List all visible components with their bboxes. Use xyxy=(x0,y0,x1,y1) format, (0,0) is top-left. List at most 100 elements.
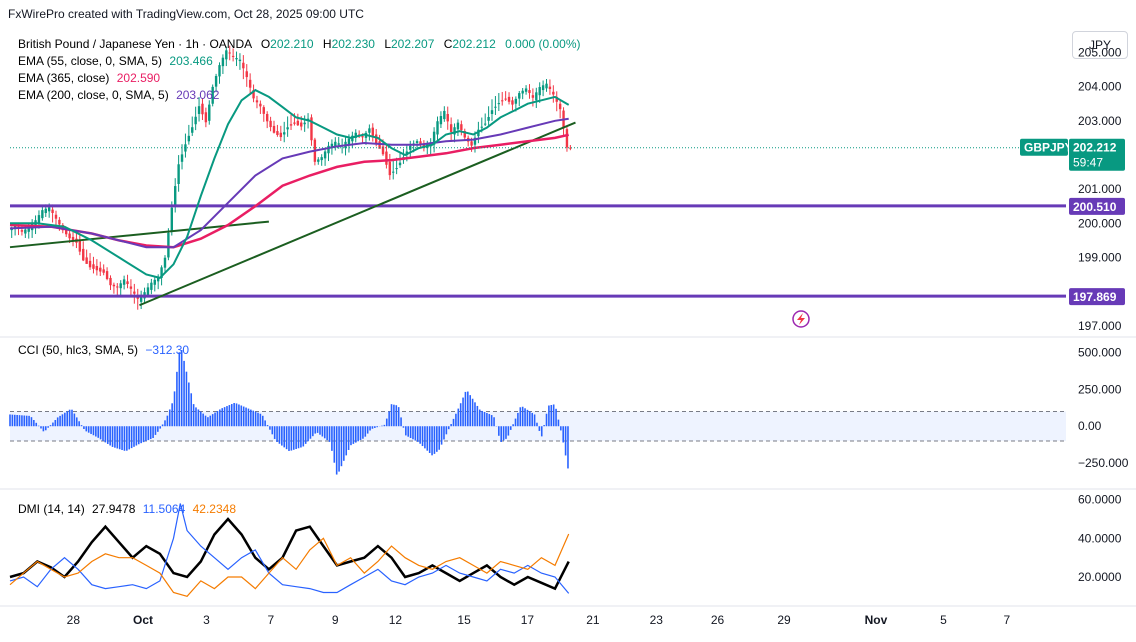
candle-body xyxy=(78,240,82,252)
candle-body xyxy=(456,122,460,130)
candle-body xyxy=(44,208,47,214)
hline-badge-lower xyxy=(1069,288,1125,306)
x-tick-label: 9 xyxy=(332,613,339,627)
cci-y-tick-label: −250.000 xyxy=(1078,456,1129,470)
candle-body xyxy=(347,138,351,145)
candle-body xyxy=(398,162,402,166)
candle-body xyxy=(71,236,75,241)
minus-di-line xyxy=(9,533,570,597)
candle-body xyxy=(116,286,119,288)
candle-body xyxy=(528,90,531,94)
x-tick-label: 3 xyxy=(203,613,210,627)
legend-ema200-value: 203.062 xyxy=(176,88,220,102)
candle-body xyxy=(317,159,320,162)
candle-body xyxy=(490,110,494,114)
candle-body xyxy=(167,232,170,258)
candle-body xyxy=(228,52,231,54)
candle-body xyxy=(17,226,20,229)
candle-body xyxy=(221,57,225,67)
last-price-badge-text: 202.212 xyxy=(1073,141,1117,155)
candle-body xyxy=(139,295,143,302)
y-tick-label: 200.000 xyxy=(1078,216,1122,230)
flash-icon-bolt xyxy=(797,313,805,325)
last-price-badge-timer: 59:47 xyxy=(1073,156,1103,170)
candle-body xyxy=(231,55,235,57)
candle-body xyxy=(54,214,58,219)
x-tick-label: 26 xyxy=(711,613,725,627)
legend-ema365: EMA (365, close) 202.590 xyxy=(18,71,160,85)
candle-body xyxy=(197,106,201,114)
trendline xyxy=(139,121,576,307)
candle-body xyxy=(143,292,146,299)
candle-body xyxy=(289,124,293,126)
change-value: 0.000 (0.00%) xyxy=(505,37,580,51)
candle-body xyxy=(422,144,426,147)
candle-body xyxy=(20,230,24,232)
candle-body xyxy=(211,86,214,104)
candle-body xyxy=(218,65,221,77)
candle-body xyxy=(521,90,524,94)
candle-body xyxy=(381,146,385,155)
candle-body xyxy=(361,136,364,138)
candle-body xyxy=(504,98,507,100)
candle-body xyxy=(109,277,112,286)
candle-body xyxy=(150,282,153,290)
x-tick-label: 23 xyxy=(650,613,664,627)
currency-button[interactable]: JPY xyxy=(1072,31,1128,59)
dmi-y-tick-label: 20.0000 xyxy=(1078,570,1122,584)
candle-body xyxy=(432,131,436,145)
candle-body xyxy=(153,279,156,285)
x-tick-label: 7 xyxy=(267,613,274,627)
hline-badge-upper-text: 200.510 xyxy=(1073,200,1117,214)
candle-body xyxy=(395,168,398,170)
candle-body xyxy=(565,129,569,148)
y-tick-label: 204.000 xyxy=(1078,80,1122,94)
cci-band xyxy=(10,411,1066,441)
candle-body xyxy=(296,120,300,126)
candle-body xyxy=(501,100,504,102)
candle-body xyxy=(272,125,276,133)
legend-ema200: EMA (200, close, 0, SMA, 5) 203.062 xyxy=(18,88,220,102)
candle-body xyxy=(279,132,283,138)
candle-body xyxy=(75,238,78,243)
candle-body xyxy=(180,154,184,162)
candle-body xyxy=(426,144,429,149)
candle-body xyxy=(323,151,327,159)
candle-body xyxy=(252,90,255,99)
candle-body xyxy=(170,207,174,232)
y-tick-label: 201.000 xyxy=(1078,182,1122,196)
candle-body xyxy=(460,124,463,131)
candle-body xyxy=(163,257,167,268)
open-label: O xyxy=(261,37,270,51)
candle-body xyxy=(201,103,204,115)
candle-body xyxy=(334,141,337,147)
candle-body xyxy=(24,229,27,234)
candle-body xyxy=(41,210,44,219)
candle-body xyxy=(477,129,480,137)
y-tick-label: 203.000 xyxy=(1078,114,1122,128)
candle-body xyxy=(95,265,99,271)
candle-body xyxy=(507,96,511,102)
legend-ema55-name: EMA (55, close, 0, SMA, 5) xyxy=(18,54,162,68)
cci-y-tick-label: 500.000 xyxy=(1078,346,1122,360)
trendline xyxy=(9,220,269,249)
candle-body xyxy=(538,87,541,96)
symbol-badge xyxy=(1020,138,1068,156)
candle-body xyxy=(65,230,68,235)
x-tick-label: Nov xyxy=(865,613,888,627)
candle-body xyxy=(327,145,330,154)
candle-body xyxy=(562,110,565,129)
candle-body xyxy=(484,123,487,125)
candle-body xyxy=(494,106,497,108)
candle-body xyxy=(385,151,388,165)
candle-body xyxy=(88,260,92,268)
candle-body xyxy=(214,75,218,87)
close-value: 202.212 xyxy=(452,37,496,51)
candle-body xyxy=(99,267,102,272)
candle-body xyxy=(378,141,381,149)
candle-body xyxy=(402,157,405,161)
candle-body xyxy=(511,100,514,105)
candle-body xyxy=(419,141,422,144)
candle-body xyxy=(208,104,211,121)
legend-ema55: EMA (55, close, 0, SMA, 5) 203.466 xyxy=(18,54,213,68)
